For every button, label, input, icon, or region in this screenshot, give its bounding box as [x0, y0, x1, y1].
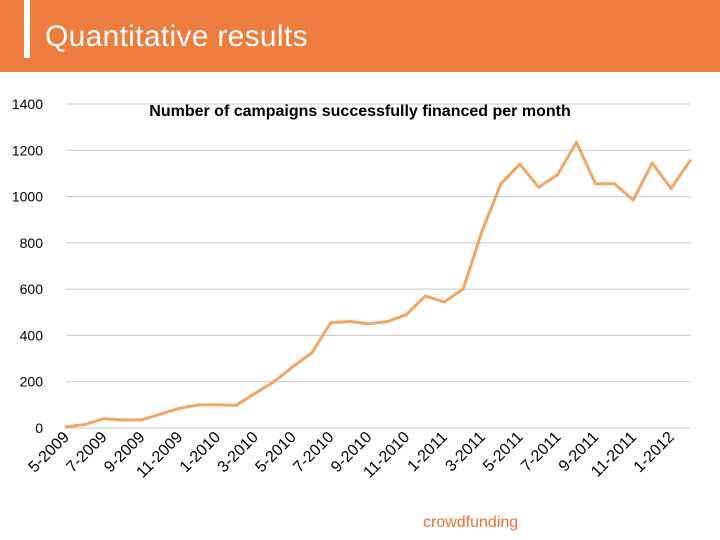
data-point	[480, 229, 484, 233]
slide-title: Quantitative results	[45, 20, 308, 53]
data-point	[64, 425, 68, 429]
data-point	[631, 198, 635, 202]
x-tick-label: 5-2010	[252, 429, 299, 476]
data-point	[177, 406, 181, 410]
data-point	[121, 418, 125, 422]
x-tick-label: 1-2010	[177, 429, 224, 476]
data-point	[650, 161, 654, 165]
data-point	[612, 182, 616, 186]
x-tick-label: 5-2011	[480, 429, 526, 475]
data-point	[688, 159, 692, 163]
data-point	[196, 403, 200, 407]
gridlines	[66, 103, 690, 429]
data-point	[385, 320, 389, 324]
y-tick-label: 200	[20, 374, 44, 390]
data-point	[669, 186, 673, 190]
data-point	[423, 294, 427, 298]
line-chart: 0 200 400 600 800 1000 1200 1400 5-20097-20099-…	[12, 96, 692, 482]
x-tick-label: 7-2011	[518, 429, 564, 475]
y-axis: 0 200 400 600 800 1000 1200 1400	[12, 96, 43, 436]
data-point	[461, 287, 465, 291]
x-tick-label: 3-2010	[215, 429, 262, 476]
y-tick-label: 400	[20, 327, 44, 343]
data-point	[499, 182, 503, 186]
data-point	[556, 173, 560, 177]
data-point	[575, 140, 579, 144]
data-point	[215, 403, 219, 407]
data-point	[140, 418, 144, 422]
y-tick-label: 1200	[12, 142, 43, 158]
header-accent	[24, 0, 30, 58]
data-point	[537, 185, 541, 189]
data-point	[310, 351, 314, 355]
header-band: Quantitative results	[0, 0, 720, 72]
data-point	[291, 365, 295, 369]
y-tick-label: 1000	[12, 189, 43, 205]
y-tick-label: 0	[35, 420, 43, 436]
data-point	[593, 182, 597, 186]
x-tick-label: 3-2011	[442, 429, 488, 475]
data-point	[253, 391, 257, 395]
x-tick-label: 5-2009	[26, 429, 73, 476]
footer-label: crowdfunding	[423, 514, 519, 531]
data-point	[83, 423, 87, 427]
x-tick-label: 1-2012	[631, 429, 678, 476]
y-tick-label: 800	[20, 235, 44, 251]
data-point	[442, 300, 446, 304]
x-tick-label: 1-2011	[405, 429, 451, 475]
data-point	[518, 162, 522, 166]
data-point	[102, 417, 106, 421]
y-tick-label: 600	[20, 281, 44, 297]
chart-area: 0 200 400 600 800 1000 1200 1400 5-2009 7-2009 9-…	[0, 80, 720, 510]
data-point	[159, 412, 163, 416]
data-point	[404, 313, 408, 317]
x-tick-label: 7-2009	[63, 429, 110, 476]
data-point	[329, 321, 333, 325]
x-axis: 5-20097-20099-200911-20091-20103-20105-2…	[26, 429, 678, 482]
y-tick-label: 1400	[12, 96, 43, 112]
data-point	[367, 322, 371, 326]
data-point	[348, 320, 352, 324]
series-line	[65, 140, 692, 429]
data-point	[272, 380, 276, 384]
x-tick-label: 7-2010	[290, 429, 337, 476]
data-point	[234, 403, 238, 407]
chart-title: Number of campaigns successfully finance…	[149, 103, 570, 120]
